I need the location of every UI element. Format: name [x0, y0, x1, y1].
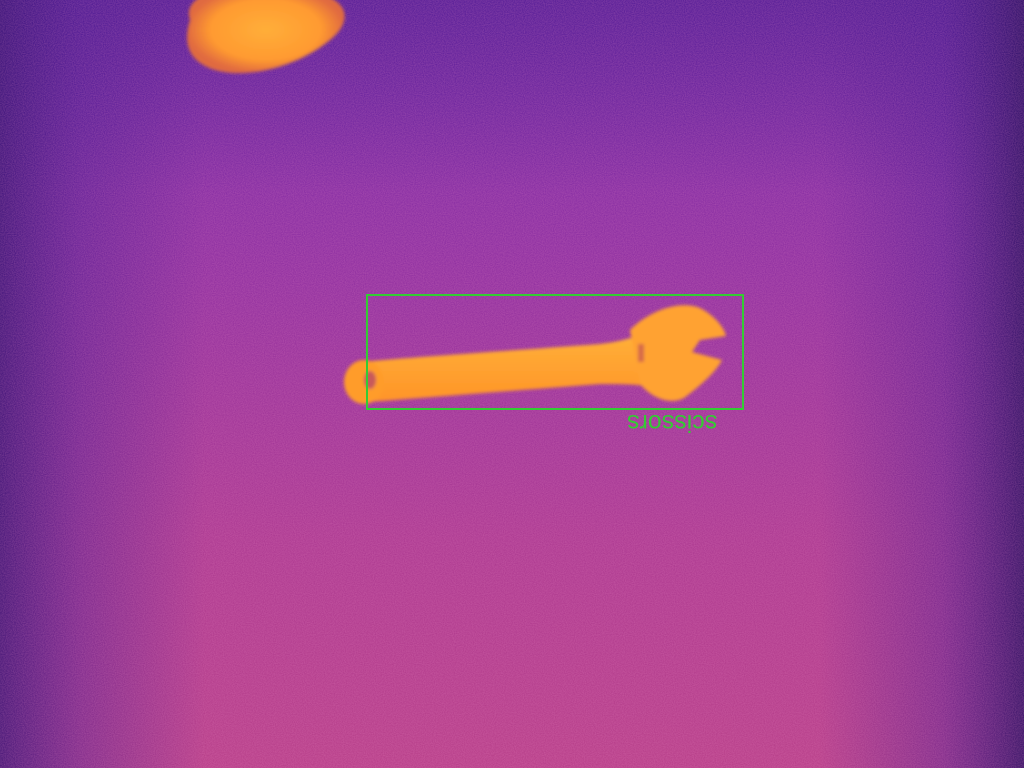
detection-label: scissors [627, 409, 718, 437]
warm-blob [187, 0, 345, 74]
wrench-shape [344, 305, 726, 404]
